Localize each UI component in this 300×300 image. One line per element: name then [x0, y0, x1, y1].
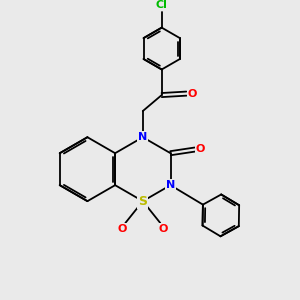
Text: O: O [118, 224, 127, 234]
Text: O: O [158, 224, 168, 234]
Text: N: N [138, 132, 147, 142]
Text: N: N [166, 180, 175, 190]
Text: S: S [138, 195, 147, 208]
Text: O: O [195, 144, 205, 154]
Text: Cl: Cl [156, 0, 168, 10]
Text: O: O [188, 88, 197, 99]
